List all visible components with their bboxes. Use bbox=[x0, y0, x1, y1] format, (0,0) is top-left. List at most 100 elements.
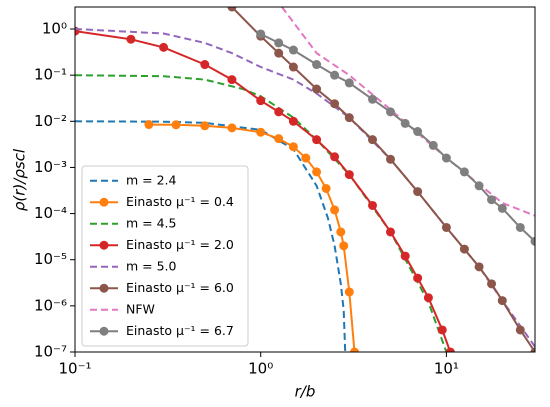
series-marker bbox=[312, 135, 322, 145]
series-marker bbox=[350, 347, 360, 352]
series-marker bbox=[288, 142, 298, 152]
series-marker bbox=[368, 135, 378, 145]
series-marker bbox=[256, 96, 266, 106]
legend-box bbox=[81, 165, 249, 347]
x-tick-label: 10⁰ bbox=[248, 360, 273, 378]
legend-label: Einasto μ⁻¹ = 0.4 bbox=[126, 194, 234, 209]
series-marker bbox=[344, 287, 354, 297]
series-marker bbox=[159, 42, 169, 52]
x-tick-label: 10¹ bbox=[434, 360, 459, 378]
series-line bbox=[75, 74, 448, 352]
series-marker bbox=[321, 183, 331, 193]
series-marker bbox=[330, 205, 340, 215]
legend-marker bbox=[99, 240, 109, 250]
series-marker bbox=[171, 120, 181, 130]
series-marker bbox=[437, 325, 447, 335]
series-line bbox=[231, 7, 535, 352]
series-marker bbox=[256, 29, 266, 39]
series-marker bbox=[413, 187, 423, 197]
legend-label: m = 2.4 bbox=[126, 172, 177, 187]
series-marker bbox=[200, 60, 210, 70]
series-marker bbox=[227, 7, 237, 12]
series-marker bbox=[459, 244, 469, 254]
series-line bbox=[260, 33, 535, 243]
series-marker bbox=[413, 127, 423, 137]
series-marker bbox=[312, 60, 322, 70]
legend-label: NFW bbox=[126, 301, 155, 316]
legend-marker bbox=[99, 283, 109, 293]
series-marker bbox=[368, 200, 378, 210]
legend-label: m = 5.0 bbox=[126, 258, 177, 273]
series-marker bbox=[274, 107, 284, 117]
series-marker bbox=[530, 347, 535, 352]
series-marker bbox=[274, 48, 284, 58]
series-marker bbox=[441, 153, 451, 163]
series-marker bbox=[474, 181, 484, 191]
series-marker bbox=[344, 170, 354, 180]
series-marker bbox=[487, 195, 497, 205]
y-tick-label: 10⁰ bbox=[42, 20, 67, 38]
series-line bbox=[281, 7, 535, 217]
series-marker bbox=[368, 94, 378, 104]
y-tick-label: 10⁻⁶ bbox=[34, 296, 67, 314]
series-marker bbox=[227, 123, 237, 133]
series-marker bbox=[428, 140, 438, 150]
series-marker bbox=[385, 154, 395, 164]
series-marker bbox=[274, 134, 284, 144]
legend-label: Einasto μ⁻¹ = 6.7 bbox=[126, 323, 234, 338]
legend: m = 2.4 Einasto μ⁻¹ = 0.4 m = 4.5 Einasto μ… bbox=[81, 165, 249, 347]
series-marker bbox=[385, 107, 395, 117]
y-tick-label: 10⁻² bbox=[34, 112, 67, 130]
y-tick-label: 10⁻⁵ bbox=[34, 250, 67, 268]
y-tick-label: 10⁻¹ bbox=[34, 66, 67, 84]
series-marker bbox=[515, 222, 525, 232]
series-marker bbox=[227, 75, 237, 85]
series-line bbox=[75, 120, 347, 352]
series-marker bbox=[330, 70, 340, 80]
plot-frame bbox=[74, 6, 536, 353]
series-marker bbox=[288, 62, 298, 72]
series-marker bbox=[301, 153, 311, 163]
series-marker bbox=[274, 38, 284, 48]
series-marker bbox=[413, 273, 423, 283]
x-axis-label: r/b bbox=[295, 383, 316, 401]
series-marker bbox=[474, 262, 484, 272]
series-marker bbox=[200, 121, 210, 131]
x-tick-label: 10⁻¹ bbox=[58, 360, 91, 378]
series-marker bbox=[344, 78, 354, 88]
legend-label: Einasto μ⁻¹ = 6.0 bbox=[126, 280, 234, 295]
legend-label: m = 4.5 bbox=[126, 215, 176, 230]
series-marker bbox=[385, 227, 395, 237]
series-marker bbox=[459, 167, 469, 177]
series-marker bbox=[515, 325, 525, 335]
series-marker bbox=[336, 227, 346, 237]
series-marker bbox=[400, 251, 410, 261]
series-marker bbox=[530, 236, 535, 246]
series-marker bbox=[497, 296, 507, 306]
series-marker bbox=[423, 293, 433, 303]
plot-area bbox=[75, 7, 535, 352]
y-tick-label: 10⁻⁴ bbox=[34, 204, 67, 222]
series-marker bbox=[487, 279, 497, 289]
series-marker bbox=[441, 222, 451, 232]
series-marker bbox=[497, 203, 507, 213]
series-marker bbox=[256, 127, 266, 137]
series-marker bbox=[330, 152, 340, 162]
legend-label: Einasto μ⁻¹ = 2.0 bbox=[126, 237, 234, 252]
series-marker bbox=[344, 113, 354, 123]
series-marker bbox=[312, 84, 322, 94]
y-axis-label: ρ(r)/ρscl bbox=[11, 148, 29, 211]
legend-marker bbox=[99, 326, 109, 336]
legend-marker bbox=[99, 197, 109, 207]
y-tick-label: 10⁻³ bbox=[34, 158, 67, 176]
series-marker bbox=[144, 120, 154, 130]
series-marker bbox=[126, 34, 136, 44]
series-marker bbox=[445, 347, 455, 352]
series-marker bbox=[400, 118, 410, 128]
y-tick-label: 10⁻⁷ bbox=[34, 343, 67, 361]
series-marker bbox=[330, 99, 340, 109]
series-marker bbox=[339, 241, 349, 251]
series-marker bbox=[288, 116, 298, 126]
series-marker bbox=[312, 167, 322, 177]
